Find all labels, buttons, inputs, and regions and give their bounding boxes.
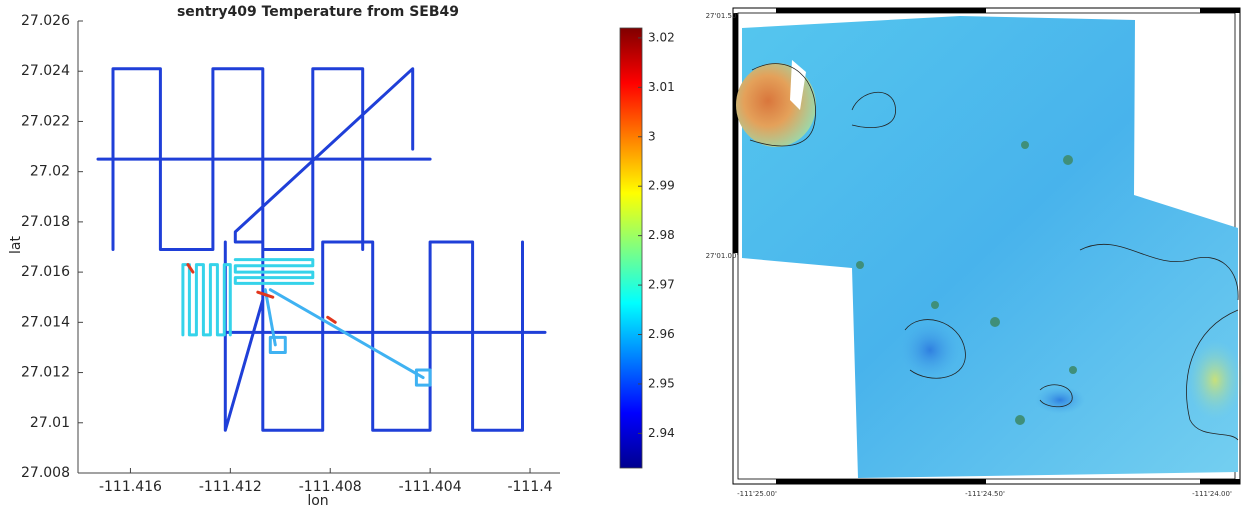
colorbar-tick-label: 2.96 (648, 327, 675, 341)
x-tick-label: -111.416 (99, 479, 162, 495)
y-tick-label: 27.026 (21, 13, 70, 29)
track-line (186, 263, 337, 324)
colorbar-tick-label: 2.95 (648, 376, 675, 390)
x-axis-label: lon (307, 493, 328, 507)
y-tick-label: 27.018 (21, 214, 70, 230)
map-lon-label: -111'24.50' (965, 490, 1005, 498)
chart-title: sentry409 Temperature from SEB49 (177, 4, 459, 20)
y-tick-label: 27.012 (21, 365, 70, 381)
colorbar-tick-label: 2.94 (648, 426, 675, 440)
y-tick-label: 27.008 (21, 465, 70, 481)
y-tick-label: 27.022 (21, 113, 70, 129)
x-tick-label: -111.408 (299, 479, 362, 495)
map-lon-label: -111'24.00' (1192, 490, 1232, 498)
y-tick-label: 27.024 (21, 63, 70, 79)
colorbar-tick-label: 2.97 (648, 278, 675, 292)
track-line (263, 288, 432, 387)
colorbar-tick-label: 2.99 (648, 179, 675, 193)
track-line (181, 258, 315, 337)
x-tick-label: -111.412 (199, 479, 262, 495)
map-lat-label: 27'01.00' (706, 252, 739, 260)
colorbar-tick-label: 3.01 (648, 80, 675, 94)
y-tick-label: 27.02 (30, 164, 70, 180)
y-tick-label: 27.014 (21, 314, 70, 330)
colorbar-tick-label: 3.02 (648, 30, 675, 44)
map-panel (732, 7, 1243, 485)
colorbar (619, 27, 643, 469)
y-axis-label: lat (8, 236, 24, 254)
x-tick-label: -111.4 (507, 479, 552, 495)
y-tick-label: 27.01 (30, 415, 70, 431)
map-lat-label: 27'01.50' (706, 12, 739, 20)
track-line (96, 67, 547, 432)
colorbar-tick-label: 2.98 (648, 228, 675, 242)
colorbar-tick-label: 3 (648, 129, 656, 143)
map-lon-label: -111'25.00' (737, 490, 777, 498)
y-tick-label: 27.016 (21, 264, 70, 280)
x-tick-label: -111.404 (399, 479, 462, 495)
